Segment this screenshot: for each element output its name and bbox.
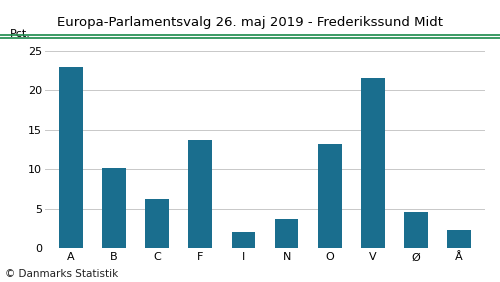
Bar bbox=[274, 219, 298, 248]
Text: Pct.: Pct. bbox=[10, 29, 30, 39]
Bar bbox=[361, 78, 384, 248]
Bar bbox=[146, 199, 169, 248]
Bar bbox=[102, 168, 126, 248]
Text: Europa-Parlamentsvalg 26. maj 2019 - Frederikssund Midt: Europa-Parlamentsvalg 26. maj 2019 - Fre… bbox=[57, 16, 443, 28]
Bar bbox=[232, 232, 256, 248]
Bar bbox=[448, 230, 471, 248]
Bar bbox=[59, 67, 82, 248]
Text: © Danmarks Statistik: © Danmarks Statistik bbox=[5, 269, 118, 279]
Bar bbox=[188, 140, 212, 248]
Bar bbox=[318, 144, 342, 248]
Bar bbox=[404, 212, 428, 248]
